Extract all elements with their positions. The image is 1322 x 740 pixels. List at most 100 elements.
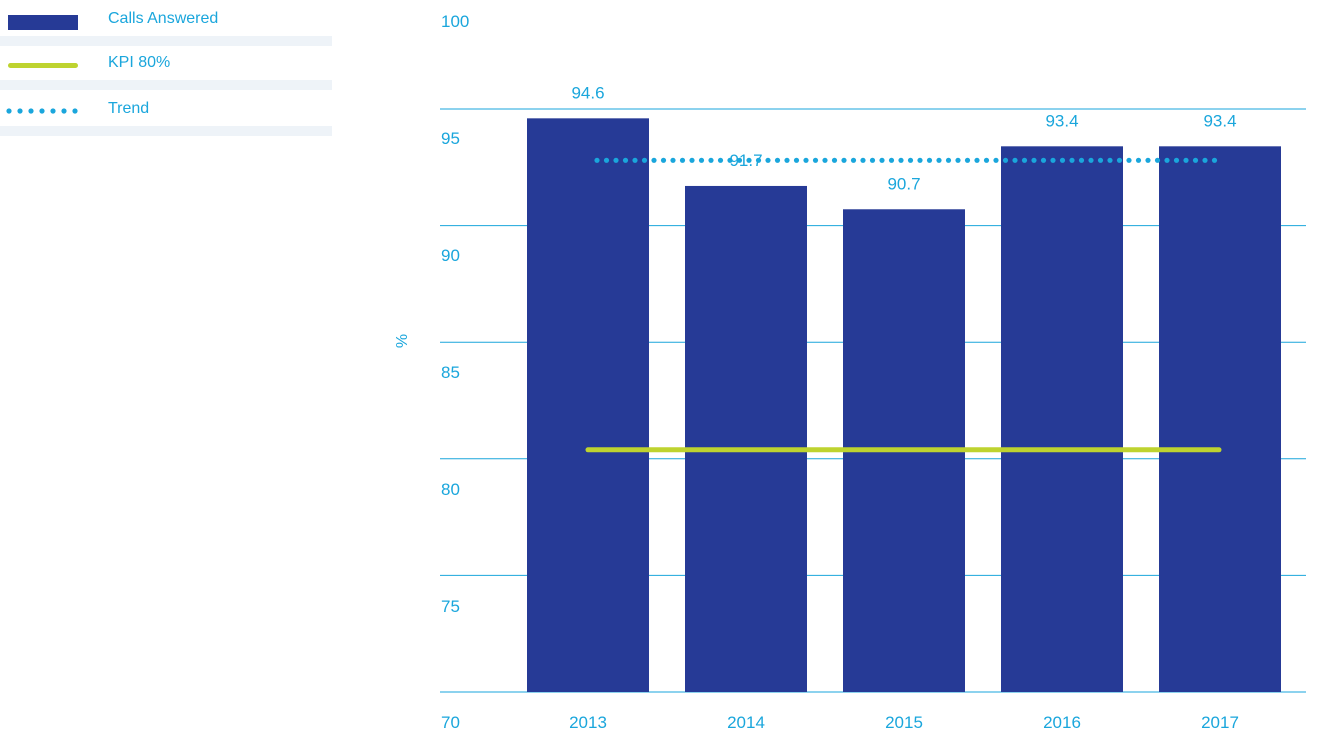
trend-dot (679, 157, 686, 163)
legend-swatch-kpi (8, 63, 78, 68)
x-tick-label: 2014 (727, 713, 765, 732)
y-tick-label: 100 (441, 12, 469, 31)
trend-dot (907, 157, 914, 163)
bar (1159, 146, 1281, 692)
legend-divider (0, 80, 332, 90)
trend-dot (1069, 157, 1075, 163)
trend-dot (793, 157, 800, 163)
trend-dot (822, 157, 828, 163)
trend-dot (613, 157, 619, 163)
trend-dot (708, 157, 714, 163)
x-tick-label: 2015 (885, 713, 923, 732)
trend-dot (1040, 157, 1047, 163)
legend-divider (0, 36, 332, 46)
trend-dot (717, 157, 724, 163)
trend-dot (1126, 157, 1132, 163)
trend-dot (698, 157, 705, 163)
trend-dot (603, 157, 610, 163)
trend-dot (964, 157, 971, 163)
trend-dot (850, 157, 857, 163)
trend-dot (594, 157, 600, 163)
trend-dot (983, 157, 990, 163)
legend-swatch-trend (6, 108, 78, 114)
trend-dot (1002, 157, 1009, 163)
bars (527, 118, 1281, 692)
trend-dot (651, 157, 657, 163)
trend-dot (917, 157, 923, 163)
legend-divider (0, 126, 332, 136)
trend-dot (765, 157, 771, 163)
trend-dot (1078, 157, 1085, 163)
trend-dot (632, 157, 638, 163)
trend-dot (1021, 157, 1028, 163)
trend-dot (926, 157, 933, 163)
trend-dot (622, 157, 629, 163)
trend-dot (1107, 157, 1113, 163)
trend-dot (803, 157, 809, 163)
trend-dot (670, 157, 676, 163)
trend-dot (1088, 157, 1094, 163)
trend-dot (736, 157, 743, 163)
trend-dot (755, 157, 762, 163)
legend-swatch-calls-answered (8, 15, 78, 30)
trend-dot (1164, 157, 1170, 163)
trend-dot (1154, 157, 1161, 163)
data-label: 93.4 (1045, 111, 1078, 130)
bar (527, 118, 649, 692)
trend-line-group (594, 157, 1218, 163)
y-tick-label: 85 (441, 363, 460, 382)
data-label: 90.7 (887, 174, 920, 193)
trend-dot (860, 157, 866, 163)
legend-label-kpi: KPI 80% (108, 54, 171, 71)
trend-dot (831, 157, 838, 163)
trend-dot (1059, 157, 1066, 163)
y-tick-label: 70 (441, 713, 460, 732)
data-labels: 94.6 91.7 90.7 93.4 93.4 (571, 83, 1236, 193)
x-tick-label: 2016 (1043, 713, 1081, 732)
trend-dot (898, 157, 904, 163)
y-axis-label: % (394, 334, 411, 348)
bar (685, 185, 807, 692)
trend-dot (879, 157, 885, 163)
trend-dot (1211, 157, 1218, 163)
trend-dot (784, 157, 790, 163)
x-axis-ticks: 2013 2014 2015 2016 2017 (569, 713, 1239, 732)
trend-dot (1135, 157, 1142, 163)
trend-dot (974, 157, 980, 163)
data-label: 91.7 (729, 151, 762, 170)
y-tick-label: 75 (441, 597, 460, 616)
bar (1001, 146, 1123, 692)
trend-dot (1192, 157, 1199, 163)
trend-dot (727, 157, 733, 163)
trend-dot (812, 157, 819, 163)
trend-dot (774, 157, 781, 163)
trend-dot (1031, 157, 1037, 163)
x-tick-label: 2017 (1201, 713, 1239, 732)
trend-dot (841, 157, 847, 163)
trend-dot (1116, 157, 1123, 163)
y-tick-label: 80 (441, 480, 460, 499)
trend-dot (888, 157, 895, 163)
trend-dot (1202, 157, 1208, 163)
data-label: 94.6 (571, 83, 604, 102)
trend-dot (641, 157, 648, 163)
trend-dot (945, 157, 952, 163)
legend-item-kpi: KPI 80% (0, 48, 332, 78)
trend-dot (660, 157, 667, 163)
data-label: 93.4 (1203, 111, 1236, 130)
trend-dot (1173, 157, 1180, 163)
trend-dot (1050, 157, 1056, 163)
trend-dot (1097, 157, 1104, 163)
legend-item-trend: Trend (0, 94, 332, 124)
trend-dot (1145, 157, 1151, 163)
trend-dot (869, 157, 876, 163)
trend-dot (746, 157, 752, 163)
legend-label-trend: Trend (108, 100, 150, 117)
y-tick-label: 95 (441, 129, 460, 148)
trend-dot (689, 157, 695, 163)
x-tick-label: 2013 (569, 713, 607, 732)
trend-dot (1183, 157, 1189, 163)
trend-dot (993, 157, 999, 163)
